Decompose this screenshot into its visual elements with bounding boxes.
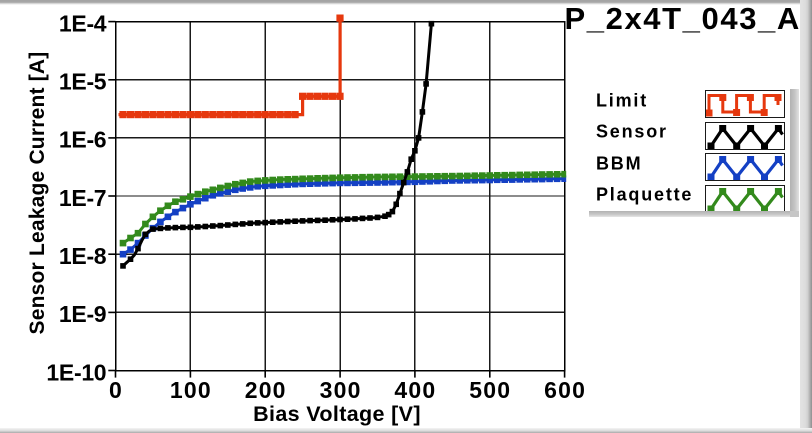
svg-text:400: 400 [394,377,436,403]
svg-text:100: 100 [170,377,212,403]
svg-text:200: 200 [245,377,287,403]
svg-text:1E-4: 1E-4 [59,10,107,36]
svg-text:600: 600 [544,377,586,403]
svg-text:1E-8: 1E-8 [59,243,107,269]
svg-text:300: 300 [320,377,362,403]
svg-text:0: 0 [109,377,123,403]
svg-text:500: 500 [469,377,511,403]
svg-text:1E-7: 1E-7 [59,185,106,211]
svg-text:1E-9: 1E-9 [59,301,106,327]
svg-text:1E-5: 1E-5 [59,69,107,95]
svg-text:1E-6: 1E-6 [59,127,106,153]
svg-text:1E-10: 1E-10 [46,359,106,385]
